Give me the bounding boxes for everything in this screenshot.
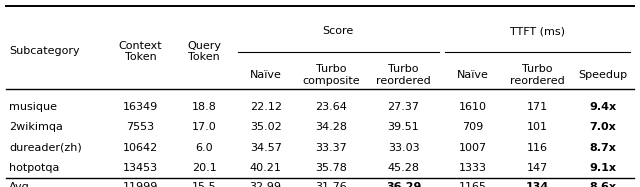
Text: 18.8: 18.8 xyxy=(192,102,217,112)
Text: 22.12: 22.12 xyxy=(250,102,282,112)
Text: Naïve: Naïve xyxy=(250,70,282,80)
Text: 13453: 13453 xyxy=(123,163,158,173)
Text: 35.02: 35.02 xyxy=(250,122,282,132)
Text: Turbo
composite: Turbo composite xyxy=(302,64,360,86)
Text: 171: 171 xyxy=(527,102,548,112)
Text: Score: Score xyxy=(323,26,354,36)
Text: 8.6x: 8.6x xyxy=(589,182,616,187)
Text: 33.37: 33.37 xyxy=(315,142,347,153)
Text: 32.99: 32.99 xyxy=(250,182,282,187)
Text: 7553: 7553 xyxy=(127,122,155,132)
Text: 1007: 1007 xyxy=(458,142,486,153)
Text: 709: 709 xyxy=(462,122,483,132)
Text: dureader(zh): dureader(zh) xyxy=(9,142,82,153)
Text: TTFT (ms): TTFT (ms) xyxy=(510,26,565,36)
Text: 34.28: 34.28 xyxy=(315,122,347,132)
Text: 116: 116 xyxy=(527,142,548,153)
Text: 45.28: 45.28 xyxy=(388,163,420,173)
Text: 101: 101 xyxy=(527,122,548,132)
Text: Context
Token: Context Token xyxy=(118,41,163,62)
Text: 2wikimqa: 2wikimqa xyxy=(9,122,63,132)
Text: hotpotqa: hotpotqa xyxy=(9,163,60,173)
Text: musique: musique xyxy=(9,102,57,112)
Text: 134: 134 xyxy=(526,182,549,187)
Text: 40.21: 40.21 xyxy=(250,163,282,173)
Text: 15.5: 15.5 xyxy=(192,182,216,187)
Text: Turbo
reordered: Turbo reordered xyxy=(510,64,565,86)
Text: 34.57: 34.57 xyxy=(250,142,282,153)
Text: 1610: 1610 xyxy=(458,102,486,112)
Text: Turbo
reordered: Turbo reordered xyxy=(376,64,431,86)
Text: 16349: 16349 xyxy=(123,102,158,112)
Text: 1165: 1165 xyxy=(458,182,486,187)
Text: 9.4x: 9.4x xyxy=(589,102,616,112)
Text: Subcategory: Subcategory xyxy=(9,46,79,56)
Text: 11999: 11999 xyxy=(123,182,158,187)
Text: 20.1: 20.1 xyxy=(192,163,216,173)
Text: 10642: 10642 xyxy=(123,142,158,153)
Text: 31.76: 31.76 xyxy=(315,182,347,187)
Text: 6.0: 6.0 xyxy=(195,142,213,153)
Text: 17.0: 17.0 xyxy=(192,122,216,132)
Text: Speedup: Speedup xyxy=(579,70,627,80)
Text: 147: 147 xyxy=(527,163,548,173)
Text: Naïve: Naïve xyxy=(456,70,488,80)
Text: 7.0x: 7.0x xyxy=(589,122,616,132)
Text: 1333: 1333 xyxy=(458,163,486,173)
Text: 8.7x: 8.7x xyxy=(589,142,616,153)
Text: 35.78: 35.78 xyxy=(315,163,347,173)
Text: Query
Token: Query Token xyxy=(188,41,221,62)
Text: 27.37: 27.37 xyxy=(388,102,420,112)
Text: 36.29: 36.29 xyxy=(386,182,421,187)
Text: 39.51: 39.51 xyxy=(388,122,419,132)
Text: 23.64: 23.64 xyxy=(315,102,347,112)
Text: 9.1x: 9.1x xyxy=(589,163,616,173)
Text: 33.03: 33.03 xyxy=(388,142,419,153)
Text: Avg.: Avg. xyxy=(9,182,33,187)
